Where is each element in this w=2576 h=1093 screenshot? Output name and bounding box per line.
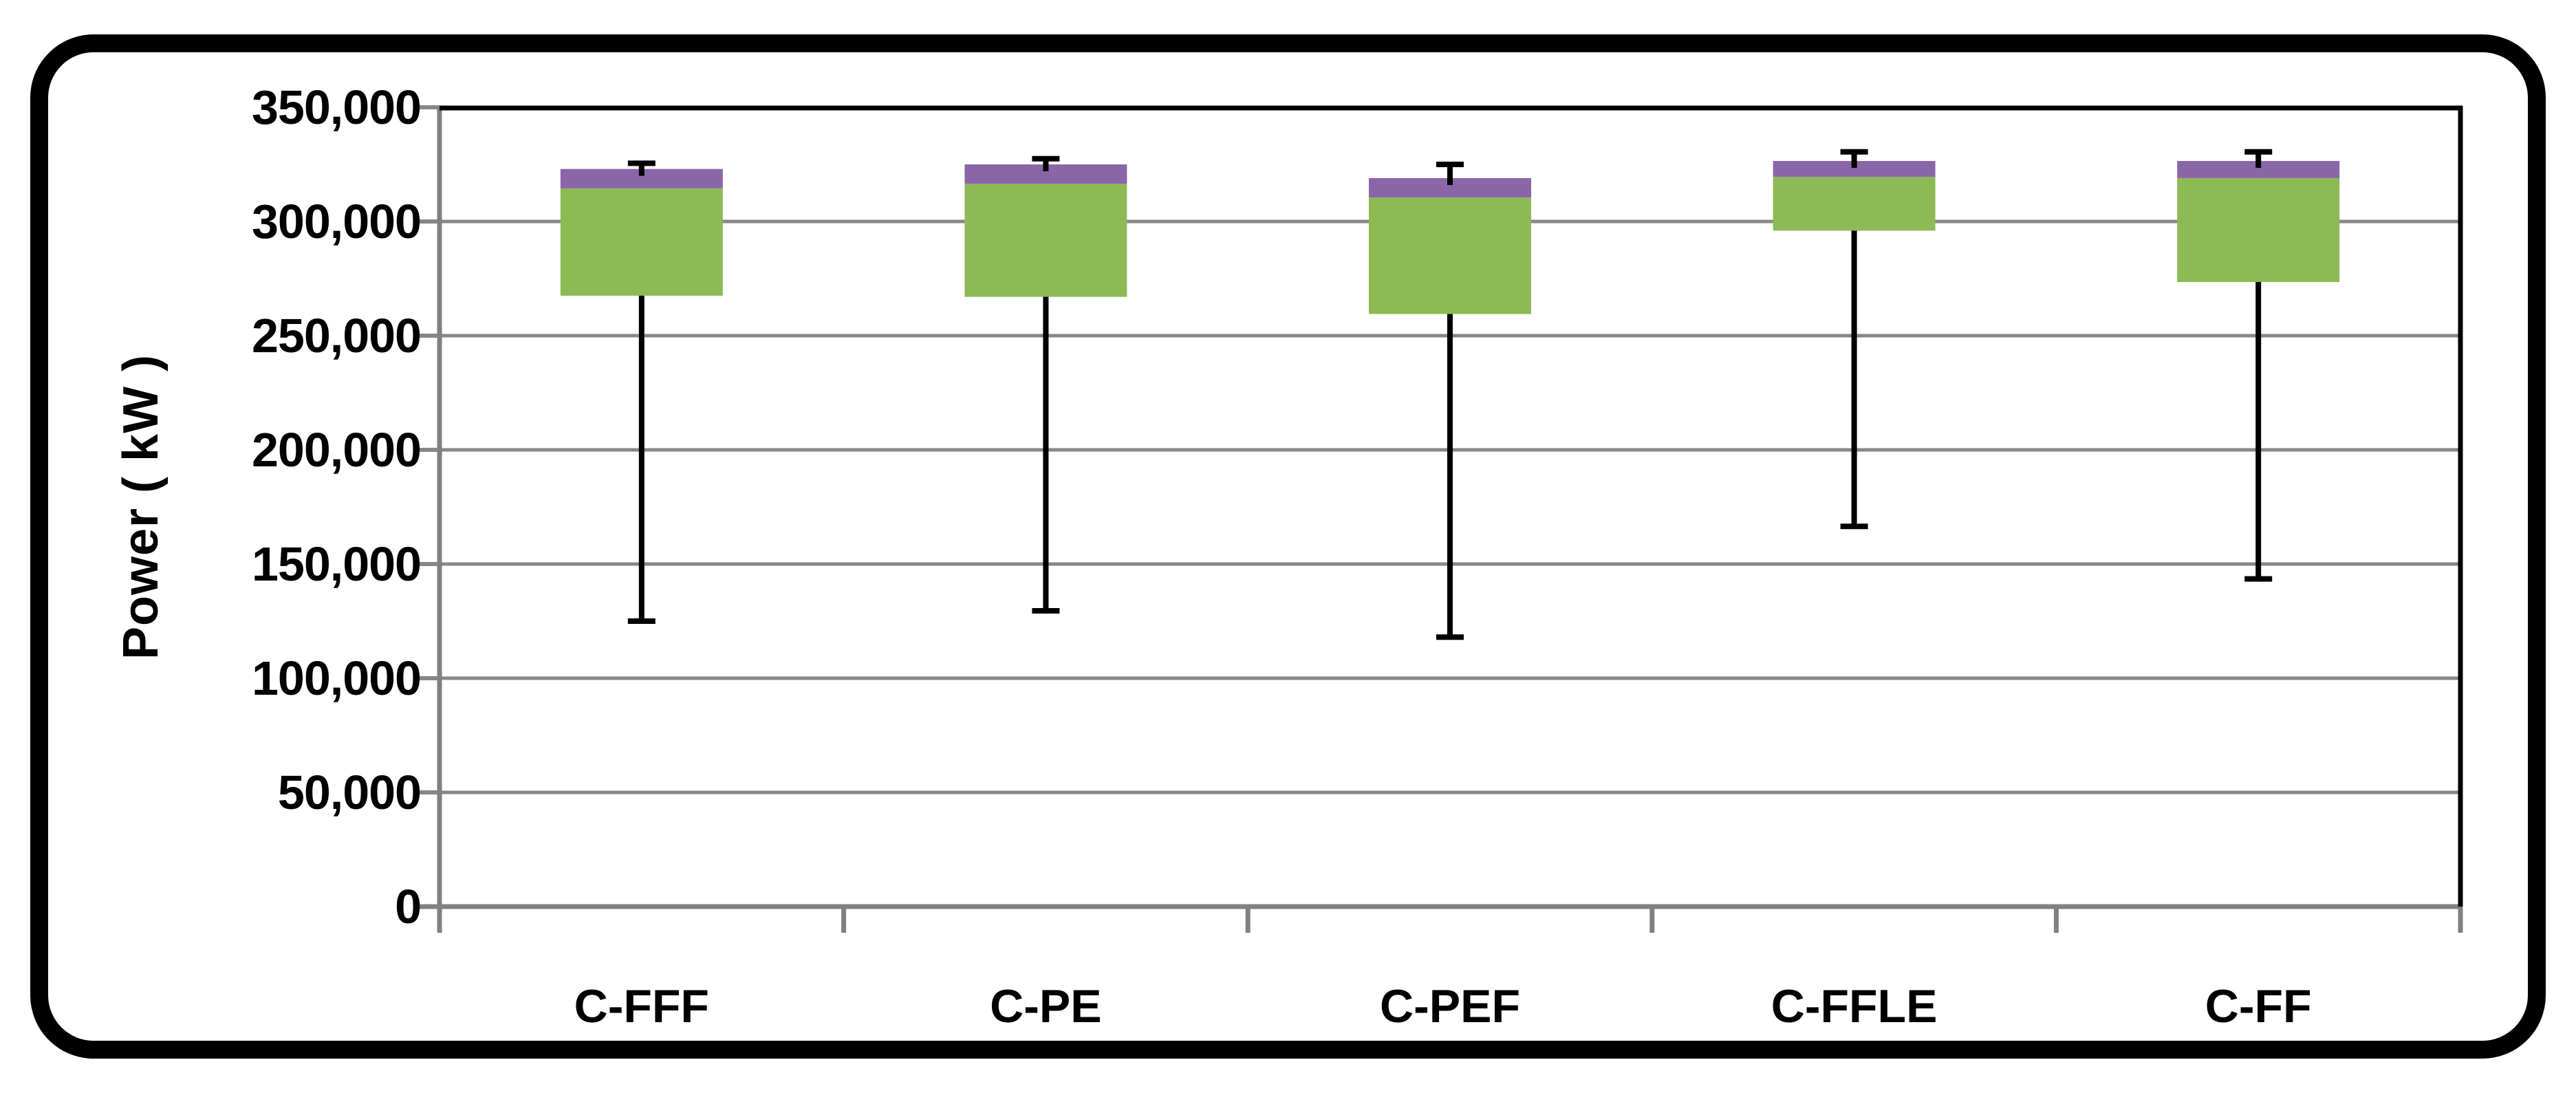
box-median-q3 (1773, 161, 1936, 177)
box-q1-median (560, 188, 723, 296)
category-label: C-FFF (574, 980, 709, 1032)
y-tick-label: 100,000 (251, 651, 422, 705)
y-tick-label: 200,000 (251, 423, 422, 477)
category-label: C-PEF (1380, 980, 1520, 1032)
category-label: C-PE (990, 980, 1102, 1032)
box-q1-median (1773, 177, 1936, 231)
y-tick-label: 50,000 (277, 766, 422, 819)
y-tick-label: 250,000 (251, 309, 422, 362)
y-tick-label: 300,000 (251, 195, 422, 248)
y-tick-label: 350,000 (251, 80, 422, 134)
y-tick-label: 0 (395, 880, 422, 933)
category-label: C-FFLE (1771, 980, 1938, 1032)
box-q1-median (2177, 177, 2340, 282)
chart-border-frame (30, 34, 2546, 1059)
y-axis-title: Power ( kW ) (113, 354, 169, 660)
box-q1-median (1369, 197, 1531, 314)
category-label: C-FF (2205, 980, 2312, 1032)
y-tick-label: 150,000 (251, 537, 422, 591)
box-q1-median (964, 184, 1127, 297)
